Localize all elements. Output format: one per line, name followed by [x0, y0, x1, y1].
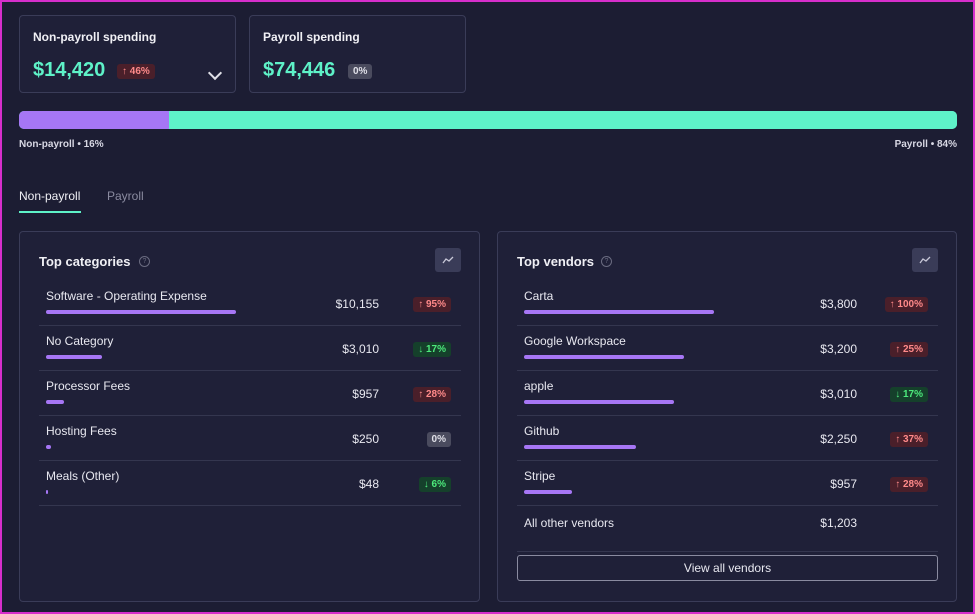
category-name: Hosting Fees — [46, 424, 117, 438]
chevron-down-icon[interactable] — [207, 65, 223, 81]
vendor-row[interactable]: Carta $3,800 ↑ 100% — [517, 281, 938, 326]
spending-split-bar — [19, 111, 957, 129]
vendor-amount: $3,010 — [820, 387, 857, 401]
trend-chart-button[interactable] — [435, 248, 461, 272]
category-change-badge: ↓ 17% — [413, 342, 451, 357]
vendor-change-badge: ↑ 25% — [890, 342, 928, 357]
category-amount: $3,010 — [342, 342, 379, 356]
category-row[interactable]: Software - Operating Expense $10,155 ↑ 95% — [39, 281, 461, 326]
active-tab-indicator — [19, 211, 81, 213]
payroll-change-badge: 0% — [348, 64, 373, 79]
vendor-change-badge: ↑ 37% — [890, 432, 928, 447]
payroll-segment — [169, 111, 957, 129]
category-name: Software - Operating Expense — [46, 289, 207, 303]
category-share-bar — [46, 445, 51, 449]
vendor-name: Carta — [524, 289, 554, 303]
vendor-share-bar — [524, 355, 684, 359]
category-change-badge: ↓ 6% — [418, 477, 451, 492]
vendor-name: Stripe — [524, 469, 556, 483]
vendor-change-badge: ↓ 17% — [890, 387, 928, 402]
payroll-value: $74,446 — [263, 59, 336, 81]
trend-icon — [442, 256, 454, 264]
category-row[interactable]: Hosting Fees $250 0% — [39, 416, 461, 461]
help-icon[interactable]: ? — [601, 256, 612, 267]
top-categories-title: Top categories — [39, 254, 131, 269]
top-vendors-panel: Top vendors ? Carta $3,800 ↑ 100% Google Wo… — [497, 231, 957, 602]
vendor-amount: $3,200 — [820, 342, 857, 356]
vendor-change-badge: ↑ 100% — [884, 297, 928, 312]
vendor-row[interactable]: Stripe $957 ↑ 28% — [517, 461, 938, 506]
top-vendors-title: Top vendors — [517, 254, 595, 269]
vendor-row[interactable]: apple $3,010 ↓ 17% — [517, 371, 938, 416]
category-row[interactable]: Meals (Other) $48 ↓ 6% — [39, 461, 461, 506]
tab-payroll[interactable]: Payroll — [107, 189, 144, 203]
vendor-name: Google Workspace — [524, 334, 626, 348]
category-share-bar — [46, 355, 102, 359]
non-payroll-change-badge: ↑ 46% — [117, 64, 155, 79]
tab-non-payroll[interactable]: Non-payroll — [19, 189, 81, 203]
other-vendors-name: All other vendors — [524, 516, 615, 530]
help-icon[interactable]: ? — [139, 256, 150, 267]
category-share-bar — [46, 490, 48, 494]
trend-icon — [919, 256, 931, 264]
category-name: Processor Fees — [46, 379, 131, 393]
category-amount: $957 — [352, 387, 379, 401]
trend-chart-button[interactable] — [912, 248, 938, 272]
category-name: No Category — [46, 334, 114, 348]
non-payroll-spending-card[interactable]: Non-payroll spending $14,420 ↑ 46% — [19, 15, 236, 93]
vendor-row[interactable]: Google Workspace $3,200 ↑ 25% — [517, 326, 938, 371]
non-payroll-value: $14,420 — [33, 59, 106, 81]
category-row[interactable]: Processor Fees $957 ↑ 28% — [39, 371, 461, 416]
vendor-change-badge: ↑ 28% — [890, 477, 928, 492]
payroll-label: Payroll spending — [263, 30, 360, 44]
payroll-spending-card[interactable]: Payroll spending $74,446 0% — [249, 15, 466, 93]
top-categories-panel: Top categories ? Software - Operating Ex… — [19, 231, 480, 602]
vendor-share-bar — [524, 400, 674, 404]
category-share-bar — [46, 400, 64, 404]
category-change-badge: 0% — [426, 432, 451, 447]
category-name: Meals (Other) — [46, 469, 120, 483]
vendor-share-bar — [524, 310, 714, 314]
category-change-badge: ↑ 28% — [413, 387, 451, 402]
non-payroll-share-label: Non-payroll • 16% — [19, 139, 104, 150]
category-change-badge: ↑ 95% — [413, 297, 451, 312]
category-amount: $48 — [358, 477, 379, 491]
other-vendors-amount: $1,203 — [820, 516, 857, 530]
non-payroll-label: Non-payroll spending — [33, 30, 157, 44]
vendor-share-bar — [524, 490, 572, 494]
vendor-amount: $957 — [830, 477, 857, 491]
vendor-name: apple — [524, 379, 554, 393]
category-row[interactable]: No Category $3,010 ↓ 17% — [39, 326, 461, 371]
payroll-share-label: Payroll • 84% — [894, 139, 957, 150]
view-all-vendors-button[interactable]: View all vendors — [517, 555, 938, 581]
vendor-share-bar — [524, 445, 636, 449]
vendor-row[interactable]: Github $2,250 ↑ 37% — [517, 416, 938, 461]
non-payroll-segment — [19, 111, 170, 129]
category-amount: $250 — [352, 432, 379, 446]
category-amount: $10,155 — [335, 297, 379, 311]
vendor-amount: $2,250 — [820, 432, 857, 446]
category-share-bar — [46, 310, 236, 314]
other-vendors-row[interactable]: All other vendors $1,203 — [517, 507, 938, 552]
vendor-amount: $3,800 — [820, 297, 857, 311]
vendor-name: Github — [524, 424, 560, 438]
